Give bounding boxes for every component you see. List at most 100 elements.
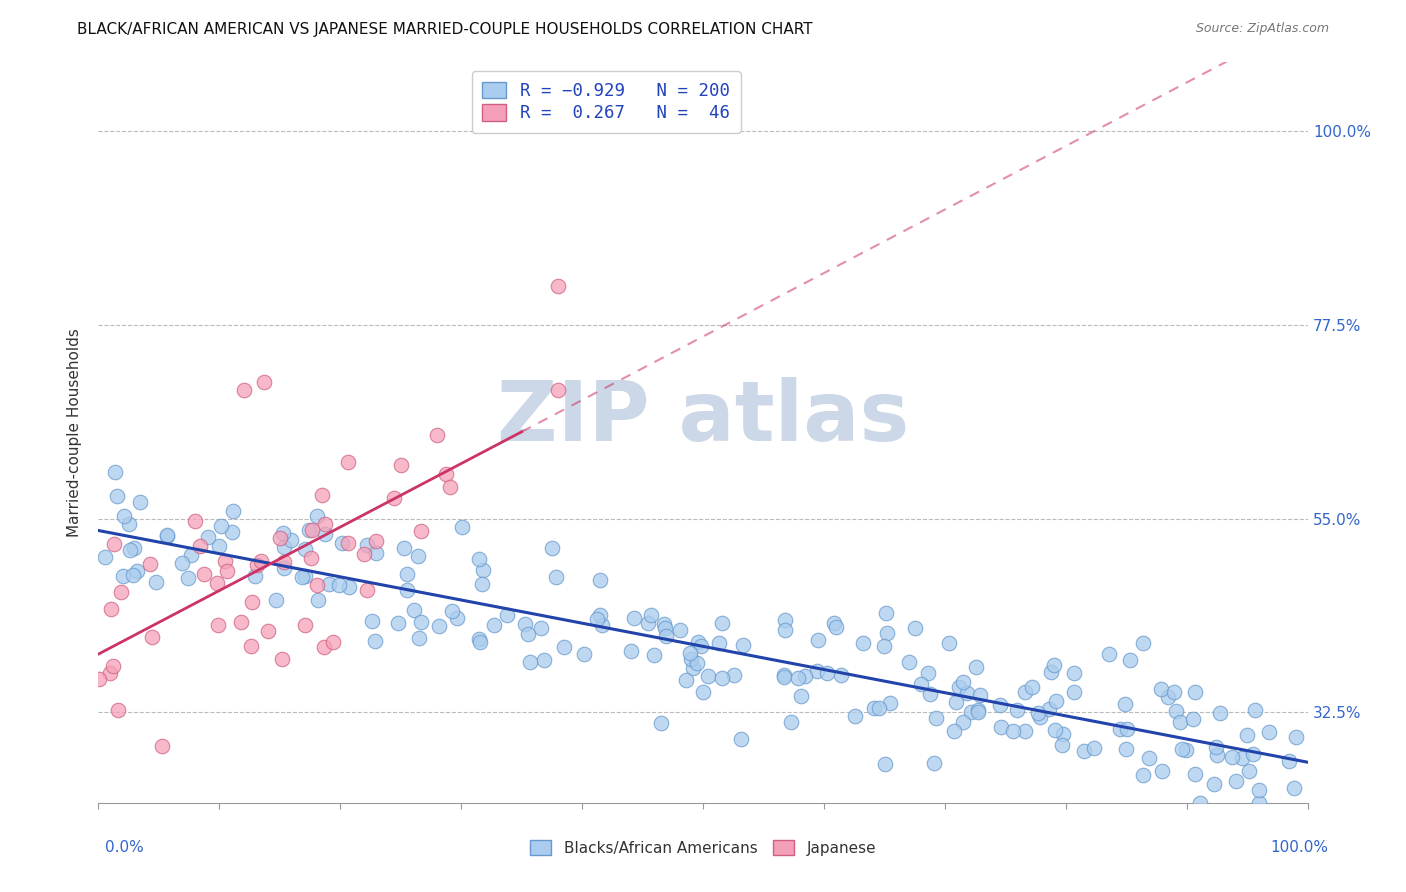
Point <box>253 375 276 389</box>
Point <box>1157 690 1180 705</box>
Point <box>692 685 714 699</box>
Point <box>938 635 960 649</box>
Point <box>468 632 491 646</box>
Point <box>1050 738 1073 752</box>
Point <box>675 673 697 688</box>
Point <box>1109 722 1132 736</box>
Point <box>139 558 162 572</box>
Point <box>875 606 897 620</box>
Point <box>956 686 979 700</box>
Point <box>1206 747 1229 762</box>
Point <box>1181 712 1204 726</box>
Point <box>395 582 418 597</box>
Point <box>446 611 468 625</box>
Point <box>294 541 316 556</box>
Point <box>1073 744 1095 758</box>
Point <box>547 383 569 397</box>
Y-axis label: Married-couple Households: Married-couple Households <box>67 328 83 537</box>
Point <box>180 548 202 562</box>
Point <box>232 383 254 397</box>
Point <box>271 525 294 540</box>
Point <box>1184 766 1206 780</box>
Point <box>264 593 287 607</box>
Point <box>98 665 121 680</box>
Point <box>112 508 135 523</box>
Point <box>875 756 897 771</box>
Point <box>246 558 269 572</box>
Point <box>273 561 295 575</box>
Point <box>311 488 333 502</box>
Point <box>150 739 173 753</box>
Point <box>222 504 245 518</box>
Point <box>1132 636 1154 650</box>
Point <box>807 633 830 648</box>
Point <box>118 517 141 532</box>
Point <box>1001 723 1024 738</box>
Point <box>392 541 415 555</box>
Point <box>773 613 796 627</box>
Point <box>1083 740 1105 755</box>
Point <box>1184 685 1206 699</box>
Point <box>1247 796 1270 810</box>
Point <box>679 646 702 660</box>
Point <box>1014 724 1036 739</box>
Point <box>959 705 981 719</box>
Point <box>356 538 378 552</box>
Point <box>87 672 110 686</box>
Point <box>1042 657 1064 672</box>
Point <box>314 527 336 541</box>
Point <box>710 615 733 630</box>
Point <box>772 670 794 684</box>
Point <box>711 671 734 685</box>
Text: BLACK/AFRICAN AMERICAN VS JAPANESE MARRIED-COUPLE HOUSEHOLDS CORRELATION CHART: BLACK/AFRICAN AMERICAN VS JAPANESE MARRI… <box>77 22 813 37</box>
Point <box>307 593 329 607</box>
Point <box>122 541 145 555</box>
Point <box>364 546 387 560</box>
Point <box>307 578 329 592</box>
Point <box>1132 768 1154 782</box>
Point <box>1244 703 1267 717</box>
Point <box>336 455 359 469</box>
Point <box>298 523 321 537</box>
Point <box>209 518 232 533</box>
Point <box>1168 714 1191 729</box>
Point <box>1249 783 1271 797</box>
Point <box>650 716 672 731</box>
Point <box>1209 706 1232 720</box>
Point <box>1175 743 1198 757</box>
Point <box>572 647 595 661</box>
Point <box>495 607 517 622</box>
Point <box>1029 710 1052 724</box>
Point <box>1171 742 1194 756</box>
Point <box>879 696 901 710</box>
Point <box>1150 764 1173 778</box>
Point <box>922 756 945 771</box>
Point <box>404 603 426 617</box>
Point <box>1063 685 1085 699</box>
Point <box>197 530 219 544</box>
Point <box>337 580 360 594</box>
Point <box>382 491 405 505</box>
Point <box>1188 796 1211 810</box>
Point <box>1045 694 1067 708</box>
Point <box>794 669 817 683</box>
Point <box>1119 653 1142 667</box>
Point <box>1278 754 1301 768</box>
Point <box>696 669 718 683</box>
Point <box>190 539 212 553</box>
Point <box>1026 706 1049 721</box>
Point <box>387 615 409 630</box>
Point <box>723 668 745 682</box>
Point <box>395 566 418 581</box>
Point <box>471 577 494 591</box>
Point <box>470 634 492 648</box>
Point <box>328 578 350 592</box>
Text: Source: ZipAtlas.com: Source: ZipAtlas.com <box>1195 22 1329 36</box>
Point <box>434 467 457 481</box>
Point <box>546 570 568 584</box>
Point <box>1163 685 1185 699</box>
Point <box>917 665 939 680</box>
Point <box>208 539 231 553</box>
Point <box>121 568 143 582</box>
Point <box>686 657 709 671</box>
